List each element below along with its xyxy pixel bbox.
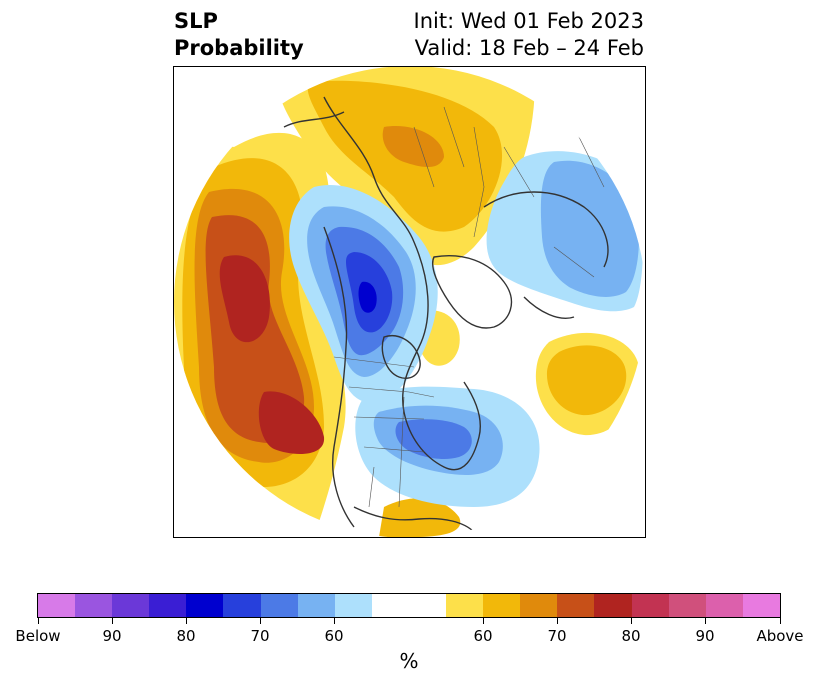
colorbar-segment xyxy=(446,594,484,617)
colorbar-segment xyxy=(408,594,447,617)
coastlines xyxy=(283,86,615,533)
colorbar-tick xyxy=(112,618,113,624)
colorbar-tick xyxy=(38,618,39,624)
colorbar-segment xyxy=(594,594,632,617)
colorbar-segment xyxy=(483,594,521,617)
colorbar-tick-label: 70 xyxy=(547,627,567,645)
colorbar-segment xyxy=(742,594,780,617)
colorbar-tick-label: Below xyxy=(15,627,61,645)
valid-dates: Valid: 18 Feb – 24 Feb xyxy=(414,36,644,60)
colorbar-tick-label: 90 xyxy=(695,627,715,645)
colorbar-segment xyxy=(631,594,669,617)
colorbar-segment xyxy=(75,594,113,617)
colorbar-tick xyxy=(186,618,187,624)
colorbar-tick xyxy=(260,618,261,624)
polar-map xyxy=(173,66,646,538)
title-variable: SLP xyxy=(174,9,218,33)
colorbar-units: % xyxy=(399,649,419,673)
colorbar-segment xyxy=(371,594,409,617)
init-date: Init: Wed 01 Feb 2023 xyxy=(413,9,644,33)
colorbar-tick-label: 60 xyxy=(473,627,493,645)
colorbar-tick-label: 90 xyxy=(102,627,122,645)
colorbar-segment xyxy=(186,594,224,617)
colorbar-segment xyxy=(112,594,150,617)
colorbar-segment xyxy=(334,594,372,617)
colorbar-tick-label: 80 xyxy=(621,627,641,645)
colorbar-tick xyxy=(557,618,558,624)
colorbar-tick-label: 60 xyxy=(324,627,344,645)
colorbar-tick-label: 80 xyxy=(176,627,196,645)
map-canvas xyxy=(174,67,644,537)
colorbar-segment xyxy=(705,594,743,617)
colorbar-segment xyxy=(149,594,187,617)
colorbar-tick xyxy=(705,618,706,624)
colorbar-segment xyxy=(223,594,261,617)
colorbar-tick xyxy=(483,618,484,624)
colorbar-tick xyxy=(334,618,335,624)
colorbar-segment xyxy=(520,594,558,617)
colorbar-tick xyxy=(631,618,632,624)
colorbar-segment xyxy=(557,594,595,617)
colorbar-segment xyxy=(260,594,298,617)
colorbar-segment xyxy=(668,594,706,617)
colorbar-tick-label: Above xyxy=(756,627,804,645)
colorbar xyxy=(37,593,781,618)
title-product: Probability xyxy=(174,36,304,60)
colorbar-tick-label: 70 xyxy=(250,627,270,645)
colorbar-segment xyxy=(38,594,76,617)
map-dates: Init: Wed 01 Feb 2023 Valid: 18 Feb – 24… xyxy=(414,8,644,62)
colorbar-segment xyxy=(297,594,335,617)
colorbar-tick xyxy=(780,618,781,624)
map-title: SLP Probability xyxy=(174,8,304,62)
